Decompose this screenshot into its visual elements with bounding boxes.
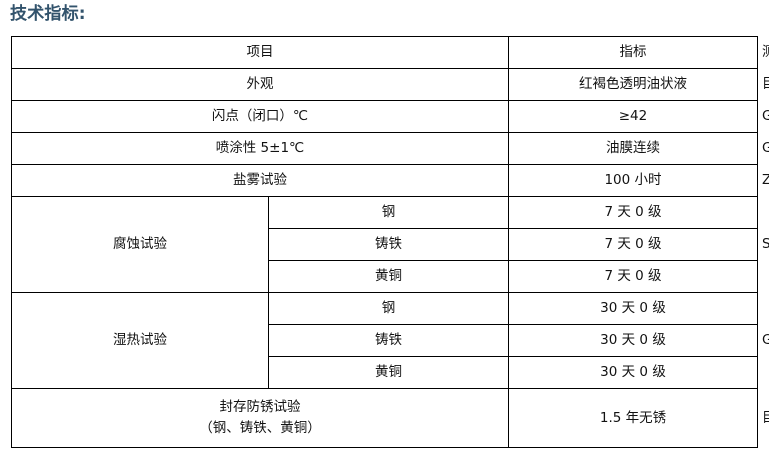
cell-item: 盐雾试验 [11,164,509,197]
cell-target: 7 天 0 级 [508,260,758,293]
cell-target: ≥42 [508,100,758,133]
cell-group-item-corrosion: 腐蚀试验 [11,196,269,293]
cell-item: 闪点（闭口）℃ [11,100,509,133]
table-row: 腐蚀试验 钢 7 天 0 级 SY2752-77S [11,196,769,293]
cell-item: 喷涂性 5±1℃ [11,132,509,165]
cell-target: 7 天 0 级 [508,196,758,229]
cell-target: 油膜连续 [508,132,758,165]
table-row: 盐雾试验 100 小时 ZX-60A [11,164,769,197]
cell-material: 铸铁 [268,228,509,261]
header-cell-item: 项目 [11,36,509,69]
technical-spec-table: 项目 指标 测试方法 外观 红褐色透明油状液 目测 闪点（闭口）℃ ≥42 GB… [11,36,769,448]
cell-material: 钢 [268,292,509,325]
cell-material: 黄铜 [268,260,509,293]
table-row: 外观 红褐色透明油状液 目测 [11,68,769,101]
cell-target: 30 天 0 级 [508,356,758,389]
table-header-row: 项目 指标 测试方法 [11,36,769,69]
page-title: 技术指标: [10,4,86,24]
table-row: 铸铁 30 天 0 级 [12,324,758,357]
cell-target: 30 天 0 级 [508,292,758,325]
cell-target: 红褐色透明油状液 [508,68,758,101]
table-row: 闪点（闭口）℃ ≥42 GB 261 – 77 [11,100,769,133]
table-row: 铸铁 7 天 0 级 [12,228,758,261]
table-row: 喷涂性 5±1℃ 油膜连续 GB4879 – 85B21 [11,132,769,165]
spec-table-container: 项目 指标 测试方法 外观 红褐色透明油状液 目测 闪点（闭口）℃ ≥42 GB… [11,36,769,448]
cell-item: 外观 [11,68,509,101]
cell-material: 铸铁 [268,324,509,357]
cell-target: 1.5 年无锈 [508,388,758,448]
cell-group-item-humidity: 湿热试验 [11,292,269,389]
cell-target: 30 天 0 级 [508,324,758,357]
table-row: 湿热试验 钢 30 天 0 级 GB/T2361 – 80 [11,292,769,389]
table-row: 黄铜 30 天 0 级 [12,356,758,389]
cell-item-storage-test-line1: 封存防锈试验 [219,399,301,416]
table-row: 黄铜 7 天 0 级 [12,260,758,293]
table-row: 封存防锈试验 （钢、铸铁、黄铜） 1.5 年无锈 目测 [11,388,769,448]
cell-material: 钢 [268,196,509,229]
header-cell-target: 指标 [508,36,758,69]
cell-material: 黄铜 [268,356,509,389]
cell-item-storage-test-line2: （钢、铸铁、黄铜） [199,420,321,436]
cell-item-storage-test: 封存防锈试验 （钢、铸铁、黄铜） [11,388,509,448]
cell-target: 100 小时 [508,164,758,197]
cell-target: 7 天 0 级 [508,228,758,261]
